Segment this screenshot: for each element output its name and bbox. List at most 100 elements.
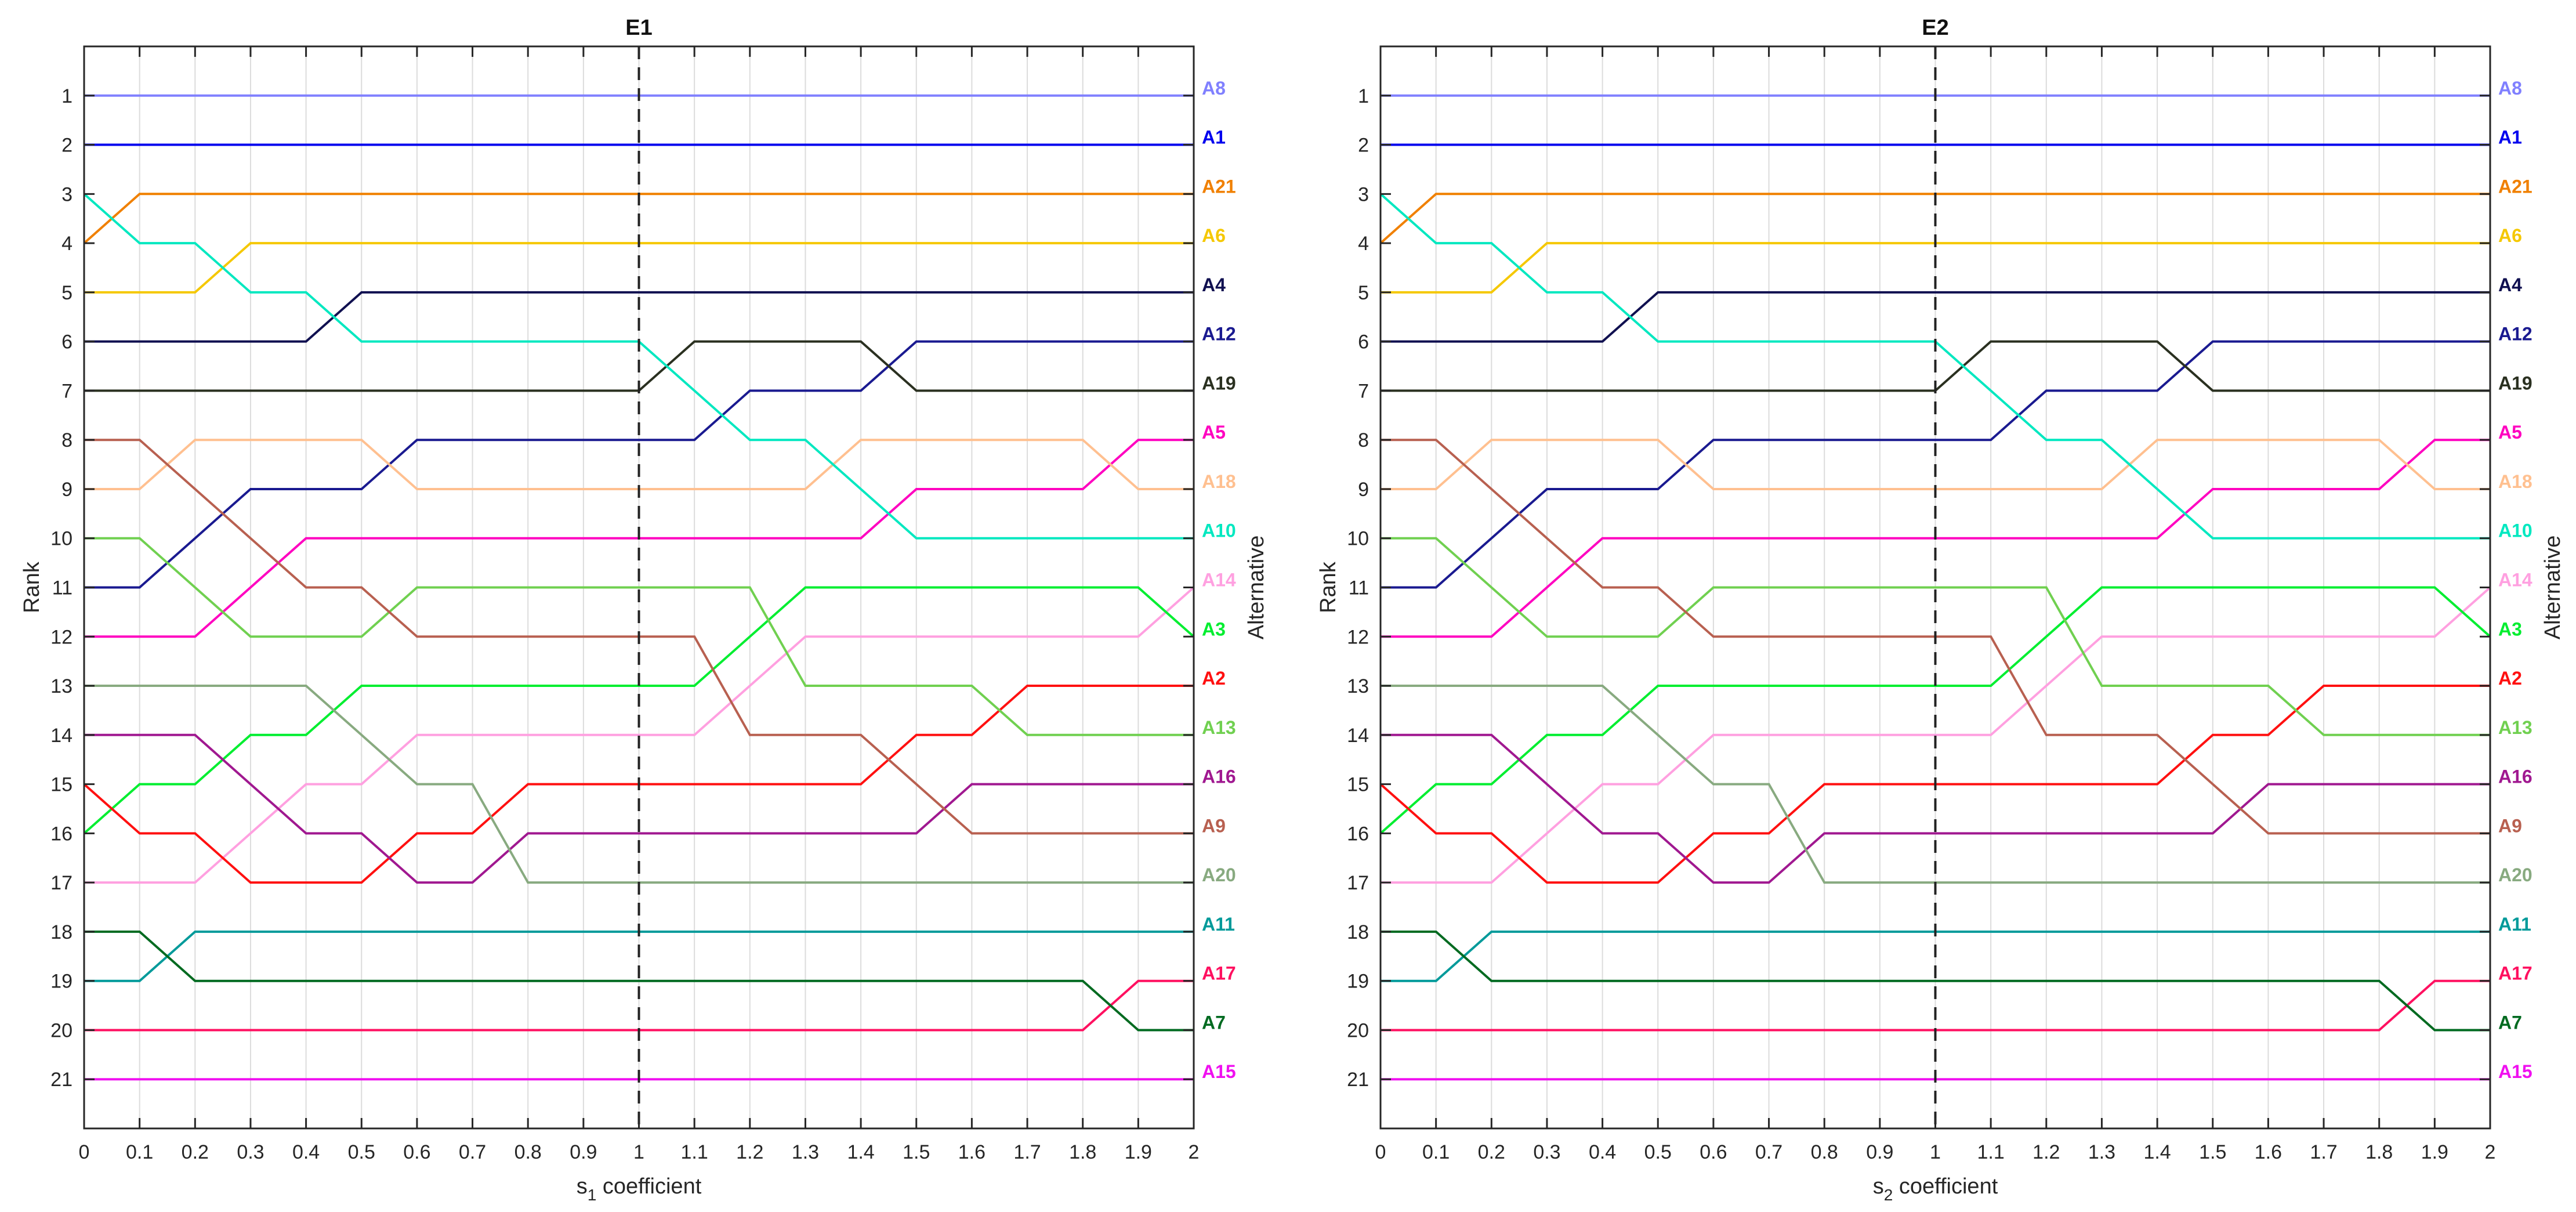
- y-tick-label: 14: [1347, 725, 1369, 747]
- alternative-label-a11: A11: [1202, 914, 1235, 935]
- x-tick-label: 0: [1375, 1141, 1386, 1163]
- x-tick-label: 1.3: [792, 1141, 819, 1163]
- y-tick-label: 17: [1347, 872, 1369, 894]
- y-tick-label: 3: [1358, 183, 1369, 205]
- x-tick-label: 0: [79, 1141, 90, 1163]
- x-tick-label: 1.2: [736, 1141, 763, 1163]
- y-tick-label: 19: [50, 971, 73, 993]
- y-tick-label: 1: [61, 85, 73, 107]
- series-line-a14: [1381, 587, 2491, 884]
- y-tick-label: 12: [50, 626, 73, 648]
- y-tick-label: 11: [1349, 577, 1369, 599]
- y-tick-label: 13: [50, 675, 73, 697]
- x-tick-label: 1.9: [2421, 1141, 2448, 1163]
- alternative-label-a1: A1: [1202, 127, 1226, 148]
- y-tick-label: 10: [1347, 528, 1369, 550]
- series-line-a7: [1381, 930, 2490, 1032]
- alternative-label-a19: A19: [1202, 372, 1236, 393]
- alternative-label-a7: A7: [1202, 1012, 1226, 1033]
- alternative-label-a15: A15: [1202, 1061, 1236, 1082]
- y-tick-label: 4: [61, 233, 73, 255]
- x-tick-label: 0.5: [348, 1141, 375, 1163]
- series-line-a13: [1381, 537, 2490, 736]
- y-tick-label: 17: [50, 872, 73, 894]
- alternative-label-a9: A9: [1202, 815, 1226, 836]
- x-tick-label: 2: [1189, 1141, 1200, 1163]
- x-tick-label: 2: [2485, 1141, 2496, 1163]
- y-tick-label: 6: [1358, 331, 1369, 353]
- alternative-label-a2: A2: [1202, 668, 1226, 689]
- x-tick-label: 0.3: [237, 1141, 264, 1163]
- y-tick-label: 5: [61, 282, 73, 304]
- alternative-label-a4: A4: [2498, 274, 2522, 295]
- y-axis-label: Rank: [20, 561, 44, 613]
- alternative-label-a14: A14: [2498, 570, 2532, 591]
- y-tick-label: 18: [1347, 921, 1369, 943]
- series-line-a12: [1381, 340, 2490, 589]
- x-tick-label: 0.7: [459, 1141, 486, 1163]
- x-tick-label: 0.9: [570, 1141, 597, 1163]
- alternative-label-a16: A16: [1202, 766, 1236, 787]
- series-line-a16: [84, 733, 1194, 884]
- y-tick-label: 4: [1358, 233, 1369, 255]
- x-tick-label: 1.7: [1013, 1141, 1041, 1163]
- x-tick-label: 0.1: [1422, 1141, 1450, 1163]
- y-tick-label: 16: [50, 823, 73, 845]
- y-tick-label: 18: [50, 921, 73, 943]
- chart-panel-e2: 0 0.1 0.2 0.3 0.4 0.5 0.6 0.7 0.8 0.9 1 1.1 1.2 1.3 1.…: [1316, 16, 2565, 1204]
- alternative-label-a21: A21: [1202, 176, 1236, 197]
- alternative-label-a17: A17: [2498, 963, 2532, 984]
- y2-axis-label: Alternative: [1244, 536, 1269, 640]
- x-tick-label: 1.1: [1977, 1141, 2005, 1163]
- alternative-label-a18: A18: [1202, 471, 1236, 492]
- y-tick-label: 16: [1347, 823, 1369, 845]
- x-axis-label: s1 coefficient: [577, 1174, 702, 1204]
- alternative-label-a13: A13: [1202, 717, 1236, 738]
- y-tick-label: 6: [61, 331, 73, 353]
- alternative-label-a19: A19: [2498, 372, 2532, 393]
- alternative-label-a9: A9: [2498, 815, 2522, 836]
- alternative-label-a11: A11: [2498, 914, 2531, 935]
- y-tick-label: 13: [1347, 675, 1369, 697]
- x-tick-label: 0.1: [126, 1141, 153, 1163]
- alternative-label-a8: A8: [2498, 78, 2522, 99]
- series-line-a4: [1381, 291, 2490, 343]
- x-tick-label: 1.5: [2199, 1141, 2226, 1163]
- y2-axis-label: Alternative: [2541, 536, 2565, 640]
- y-tick-label: 21: [1347, 1069, 1369, 1091]
- x-tick-label: 0.7: [1755, 1141, 1782, 1163]
- y-tick-label: 12: [1347, 626, 1369, 648]
- y-tick-label: 9: [61, 479, 73, 501]
- y-tick-label: 15: [50, 774, 73, 796]
- x-tick-label: 1: [633, 1141, 644, 1163]
- y-tick-label: 14: [50, 725, 73, 747]
- y-tick-label: 11: [52, 577, 73, 599]
- alternative-label-a5: A5: [2498, 422, 2522, 443]
- y-tick-label: 9: [1358, 479, 1369, 501]
- y-axis-label: Rank: [1316, 561, 1340, 613]
- alternative-label-a6: A6: [1202, 225, 1226, 246]
- alternative-label-a6: A6: [2498, 225, 2522, 246]
- y-tick-label: 7: [61, 380, 73, 402]
- x-tick-label: 0.8: [515, 1141, 542, 1163]
- x-tick-label: 0.2: [182, 1141, 209, 1163]
- alternative-label-a13: A13: [2498, 717, 2532, 738]
- series-line-a12: [84, 340, 1194, 589]
- y-tick-label: 15: [1347, 774, 1369, 796]
- chart-title: E2: [1922, 16, 1948, 40]
- alternative-label-a8: A8: [1202, 78, 1226, 99]
- alternative-label-a12: A12: [2498, 324, 2532, 345]
- alternative-label-a10: A10: [2498, 520, 2532, 541]
- series-line-a16: [1381, 733, 2490, 884]
- y-tick-label: 20: [50, 1019, 73, 1041]
- x-tick-label: 1.6: [2255, 1141, 2282, 1163]
- x-tick-label: 1.4: [847, 1141, 874, 1163]
- series-line-a4: [84, 291, 1194, 343]
- x-tick-label: 1.2: [2032, 1141, 2060, 1163]
- alternative-label-a2: A2: [2498, 668, 2522, 689]
- x-tick-label: 1.7: [2310, 1141, 2337, 1163]
- alternative-label-a17: A17: [1202, 963, 1236, 984]
- alternative-label-a16: A16: [2498, 766, 2532, 787]
- series-line-a14: [84, 587, 1195, 884]
